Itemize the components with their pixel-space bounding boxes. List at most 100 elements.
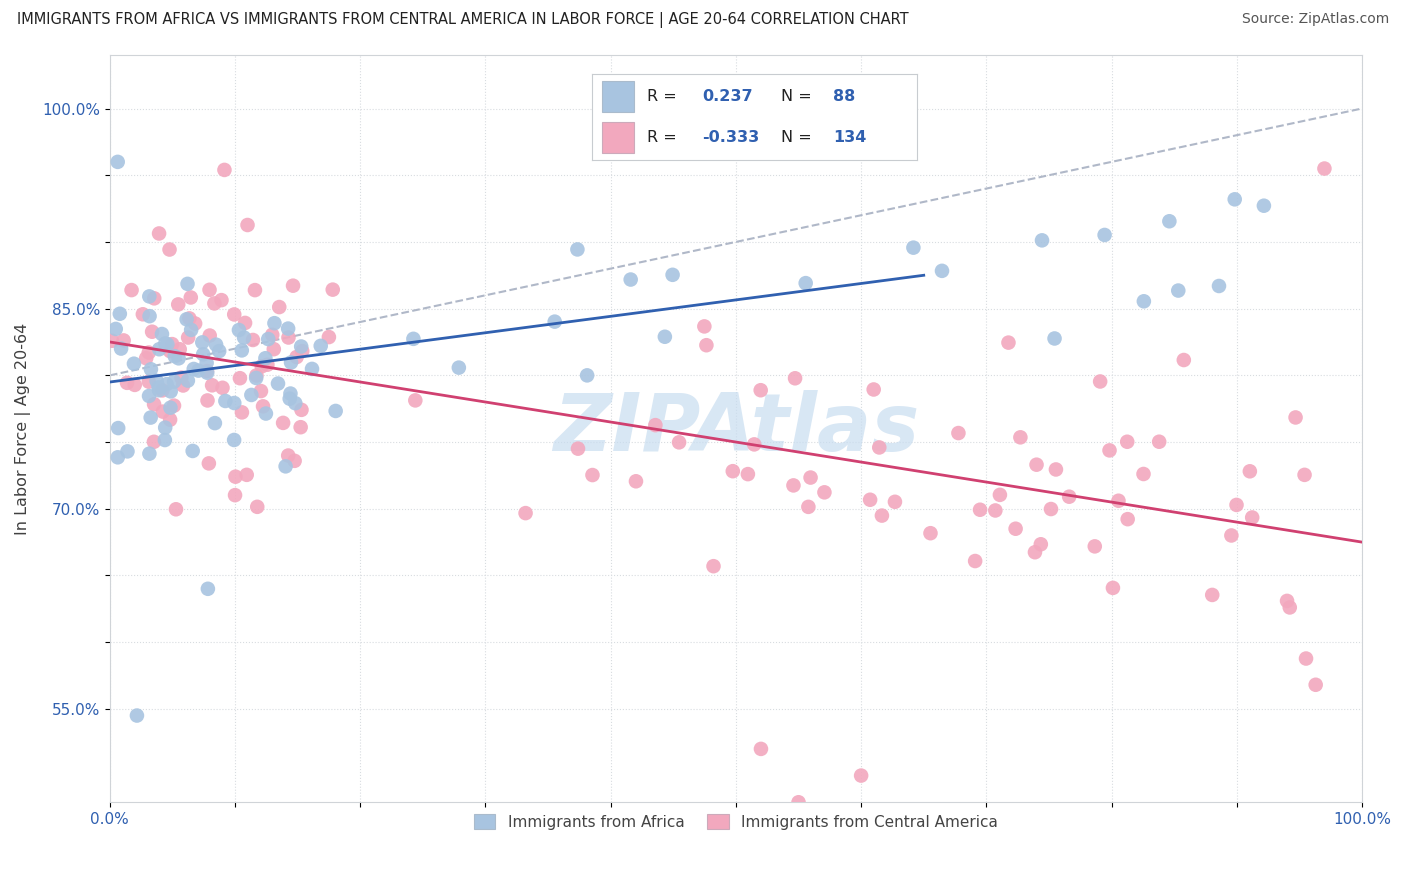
Point	[1220, 528, 1243, 542]
Point	[749, 383, 772, 397]
Point	[138, 447, 160, 461]
Point	[124, 377, 146, 392]
Point	[269, 300, 291, 314]
Point	[1313, 161, 1336, 176]
Point	[257, 332, 280, 346]
Point	[224, 396, 246, 410]
Point	[180, 323, 202, 337]
Point	[224, 433, 246, 447]
Point	[195, 364, 218, 378]
Point	[1284, 410, 1306, 425]
Point	[224, 488, 246, 502]
Point	[884, 495, 907, 509]
Point	[142, 434, 165, 449]
Point	[153, 433, 176, 447]
Point	[290, 420, 312, 434]
Point	[813, 485, 835, 500]
Point	[742, 437, 765, 451]
Point	[152, 404, 174, 418]
Point	[870, 508, 893, 523]
Point	[1275, 594, 1298, 608]
Legend: Immigrants from Africa, Immigrants from Central America: Immigrants from Africa, Immigrants from …	[468, 808, 1004, 836]
Point	[197, 582, 219, 596]
Point	[737, 467, 759, 482]
Point	[868, 441, 890, 455]
Point	[250, 384, 273, 398]
Point	[195, 356, 218, 370]
Point	[240, 388, 263, 402]
Point	[1108, 493, 1130, 508]
Point	[115, 376, 138, 390]
Point	[243, 283, 266, 297]
Point	[1025, 458, 1047, 472]
Point	[139, 410, 162, 425]
Point	[274, 459, 297, 474]
Point	[787, 795, 810, 809]
Point	[318, 330, 340, 344]
Point	[242, 333, 264, 347]
Point	[515, 506, 537, 520]
Point	[138, 289, 160, 303]
Point	[1167, 284, 1189, 298]
Point	[644, 418, 666, 433]
Point	[176, 312, 198, 326]
Point	[1159, 214, 1181, 228]
Point	[101, 334, 124, 348]
Point	[567, 243, 589, 257]
Point	[624, 475, 647, 489]
Point	[181, 444, 204, 458]
Point	[224, 469, 246, 483]
Point	[1094, 227, 1116, 242]
Point	[250, 359, 273, 374]
Point	[997, 335, 1019, 350]
Point	[948, 425, 970, 440]
Point	[267, 376, 290, 391]
Point	[693, 319, 716, 334]
Point	[325, 404, 347, 418]
Point	[969, 502, 991, 516]
Y-axis label: In Labor Force | Age 20-64: In Labor Force | Age 20-64	[15, 323, 31, 535]
Point	[1253, 199, 1275, 213]
Text: Source: ZipAtlas.com: Source: ZipAtlas.com	[1241, 12, 1389, 26]
Point	[204, 416, 226, 430]
Point	[211, 381, 233, 395]
Point	[163, 399, 186, 413]
Point	[1004, 522, 1026, 536]
Point	[1010, 430, 1032, 444]
Point	[284, 396, 307, 410]
Point	[1201, 588, 1223, 602]
Point	[447, 360, 470, 375]
Point	[138, 309, 160, 323]
Point	[148, 343, 170, 357]
Point	[1278, 600, 1301, 615]
Point	[263, 342, 285, 356]
Point	[290, 402, 312, 417]
Point	[177, 374, 200, 388]
Point	[849, 768, 872, 782]
Point	[271, 416, 294, 430]
Point	[245, 371, 267, 385]
Point	[138, 375, 160, 389]
Point	[202, 296, 225, 310]
Point	[110, 342, 132, 356]
Text: ZIPAtlas: ZIPAtlas	[553, 390, 920, 467]
Point	[1031, 233, 1053, 247]
Point	[159, 243, 181, 257]
Point	[148, 380, 170, 394]
Point	[783, 371, 806, 385]
Point	[107, 154, 129, 169]
Point	[108, 307, 131, 321]
Point	[153, 420, 176, 434]
Point	[135, 351, 157, 366]
Point	[281, 278, 304, 293]
Point	[903, 241, 925, 255]
Point	[214, 394, 236, 409]
Point	[187, 363, 209, 377]
Point	[1132, 467, 1154, 481]
Point	[214, 162, 236, 177]
Point	[1102, 581, 1125, 595]
Point	[184, 317, 207, 331]
Point	[139, 362, 162, 376]
Point	[228, 323, 250, 337]
Point	[150, 326, 173, 341]
